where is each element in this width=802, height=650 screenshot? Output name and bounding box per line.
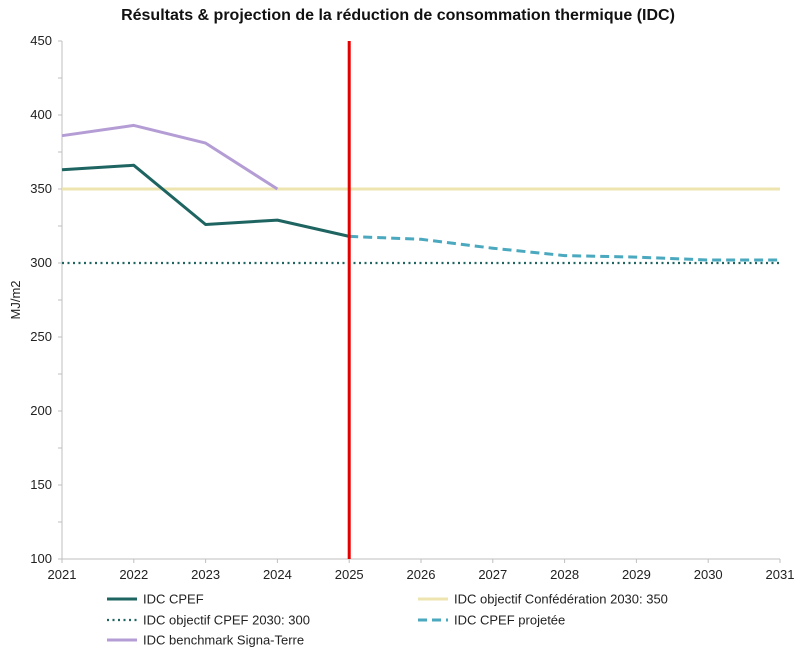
x-tick-label: 2029 [622, 567, 651, 582]
x-tick-label: 2024 [263, 567, 292, 582]
x-tick-label: 2031 [766, 567, 795, 582]
y-tick-label: 450 [30, 33, 52, 48]
legend: IDC CPEF IDC objectif Confédération 2030:… [107, 592, 668, 648]
legend-label: IDC objectif CPEF 2030: 300 [143, 613, 310, 628]
y-tick-label: 250 [30, 329, 52, 344]
series-line-idc-cpef [61, 163, 350, 238]
y-tick-label: 400 [30, 107, 52, 122]
y-tick-label: 300 [30, 255, 52, 270]
y-tick-label: 100 [30, 551, 52, 566]
y-tick-label: 350 [30, 181, 52, 196]
x-tick-label: 2030 [694, 567, 723, 582]
x-tick-label: 2023 [191, 567, 220, 582]
legend-label: IDC benchmark Signa-Terre [143, 633, 304, 648]
y-axis-label: MJ/m2 [8, 281, 23, 320]
x-tick-label: 2027 [478, 567, 507, 582]
y-tick-label: 150 [30, 477, 52, 492]
x-tick-label: 2022 [119, 567, 148, 582]
legend-label: IDC CPEF [143, 592, 204, 607]
legend-label: IDC CPEF projetée [454, 613, 565, 628]
series-line-idc-cpef-projet-e [349, 234, 780, 262]
x-tick-label: 2026 [407, 567, 436, 582]
x-tick-label: 2028 [550, 567, 579, 582]
plot-area: 100 150 200 250 300 350 400 450 2021 2022 2023 2024… [30, 33, 794, 582]
series-line-idc-benchmark-signa-terre [61, 123, 279, 191]
y-tick-label: 200 [30, 403, 52, 418]
legend-label: IDC objectif Confédération 2030: 350 [454, 592, 668, 607]
x-tick-label: 2021 [48, 567, 77, 582]
x-tick-label: 2025 [335, 567, 364, 582]
chart-title: Résultats & projection de la réduction d… [121, 7, 675, 24]
